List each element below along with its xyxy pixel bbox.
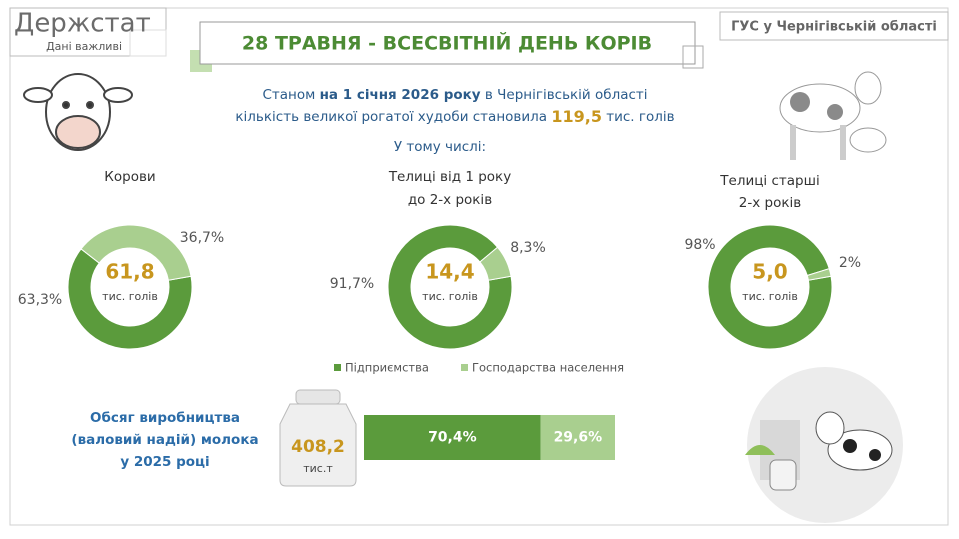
org: ГУС у Чернігівській області — [731, 20, 937, 35]
center-value: 5,0 — [752, 260, 787, 284]
value-label: 98% — [684, 237, 715, 253]
logo-box — [9, 7, 167, 57]
bar-segment — [364, 415, 541, 460]
title: 28 ТРАВНЯ - ВСЕСВІТНІЙ ДЕНЬ КОРІВ — [242, 32, 652, 55]
text: тис. голів — [606, 109, 674, 125]
legend-swatch — [334, 364, 341, 371]
intro-line: Станом на 1 січня 2026 року в Чернігівсь… — [262, 87, 647, 103]
title-box — [199, 21, 696, 65]
chart-title: у 2025 році — [120, 454, 209, 470]
value-label: 29,6% — [554, 430, 603, 446]
milk-can — [279, 389, 357, 487]
value-label: 70,4% — [428, 430, 477, 446]
value-label: 2% — [839, 255, 861, 271]
donut-segment — [707, 224, 833, 350]
chart-title: Телиці від 1 року — [388, 169, 511, 185]
value-label: 91,7% — [330, 276, 374, 292]
logo-sub: Дані важливі — [46, 40, 122, 53]
donut-segment — [387, 224, 513, 350]
chart-title: до 2-х років — [408, 192, 492, 208]
value: 119,5 — [551, 107, 602, 126]
intro-sub: У тому числі: — [394, 139, 486, 155]
frame — [9, 7, 949, 526]
donut-segment — [67, 248, 193, 350]
center-unit: тис. голів — [102, 290, 158, 303]
text: на 1 січня 2026 року — [320, 87, 481, 103]
chart-title: Обсяг виробництва — [90, 410, 240, 426]
logo-deco — [129, 29, 167, 57]
center-value: 14,4 — [425, 260, 474, 284]
donut-segment — [80, 224, 192, 281]
chart-title: 2-х років — [739, 195, 801, 211]
farm-picture — [745, 367, 903, 523]
value-label: 8,3% — [510, 240, 546, 256]
chart-title: Корови — [104, 169, 155, 185]
logo: Держстат — [14, 9, 151, 39]
chart-title: Телиці старші — [719, 173, 819, 189]
legend-swatch — [461, 364, 468, 371]
center-unit: тис. голів — [422, 290, 478, 303]
value-label: 63,3% — [18, 292, 62, 308]
charts: Корови 63,3% 36,7% 61,8 тис. голів Телиці від… — [18, 169, 861, 475]
cow-icon — [23, 73, 133, 151]
org-box — [719, 11, 949, 41]
intro-line: кількість великої рогатої худоби станови… — [235, 107, 674, 126]
center-unit: тис. голів — [742, 290, 798, 303]
legend-label: Господарства населення — [472, 361, 624, 375]
bar-segment — [540, 415, 615, 460]
text: Станом — [262, 87, 315, 103]
chart-title: (валовий надій) молока — [71, 432, 258, 448]
donut-segment — [479, 246, 512, 281]
cow-picture — [779, 71, 887, 160]
donut-segment — [806, 268, 832, 281]
total-unit: тис.т — [303, 462, 333, 475]
text: кількість великої рогатої худоби станови… — [235, 109, 547, 125]
text: в Чернігівській області — [485, 87, 648, 103]
value-label: 36,7% — [180, 230, 224, 246]
legend-label: Підприємства — [345, 361, 429, 375]
total-value: 408,2 — [291, 437, 345, 457]
center-value: 61,8 — [105, 260, 154, 284]
title-deco — [682, 45, 704, 69]
